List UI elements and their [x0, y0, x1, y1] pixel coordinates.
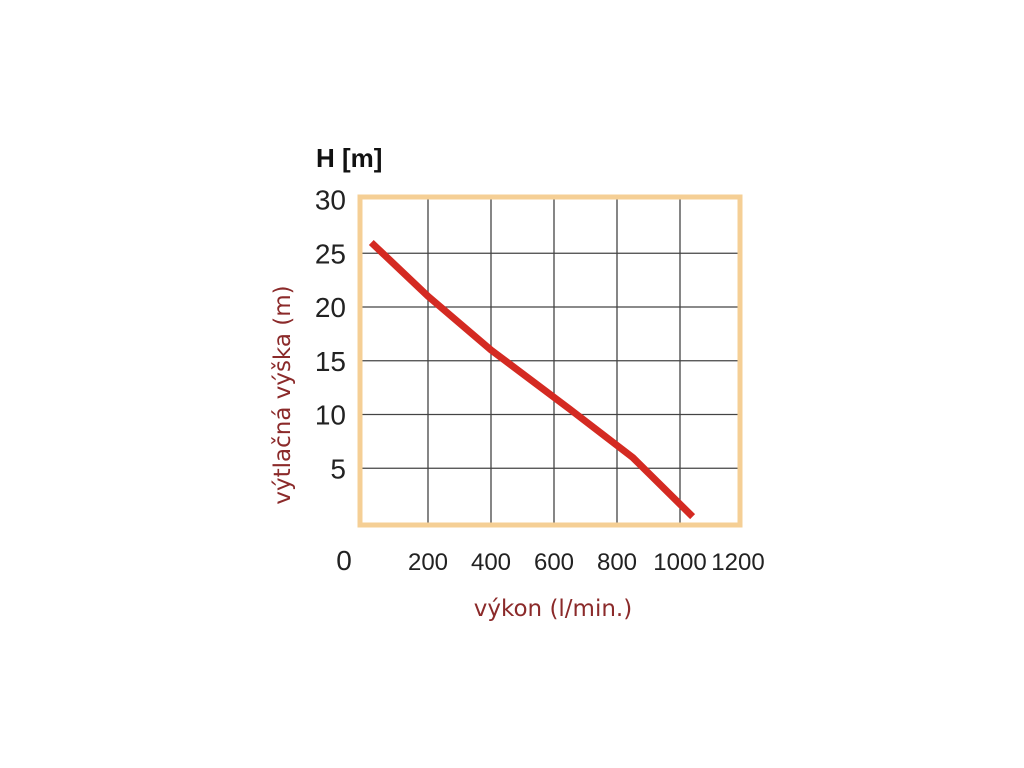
grid [360, 197, 740, 525]
x-tick-label: 0 [336, 545, 352, 576]
x-tick-label: 600 [534, 549, 574, 576]
y-tick-labels: 30 25 20 15 10 5 [315, 185, 346, 485]
x-tick-label: 1200 [711, 549, 764, 576]
y-tick-label: 15 [315, 346, 346, 377]
x-tick-labels: 0 200 400 600 800 1000 1200 [336, 545, 764, 576]
series-line [368, 239, 696, 520]
y-unit-label: H [m] [316, 143, 382, 173]
x-tick-label: 1000 [653, 549, 706, 576]
series-group [368, 239, 696, 520]
x-axis-title: výkon (l/min.) [474, 596, 632, 622]
x-tick-label: 200 [408, 549, 448, 576]
y-tick-label: 10 [315, 400, 346, 431]
y-tick-label: 30 [315, 185, 346, 216]
y-tick-label: 20 [315, 292, 346, 323]
x-tick-label: 400 [471, 549, 511, 576]
y-tick-label: 25 [315, 238, 346, 269]
plot-frame [357, 194, 743, 528]
y-axis-title: výtlačná výška (m) [270, 285, 296, 504]
y-tick-label: 5 [330, 453, 346, 484]
x-tick-label: 800 [597, 549, 637, 576]
